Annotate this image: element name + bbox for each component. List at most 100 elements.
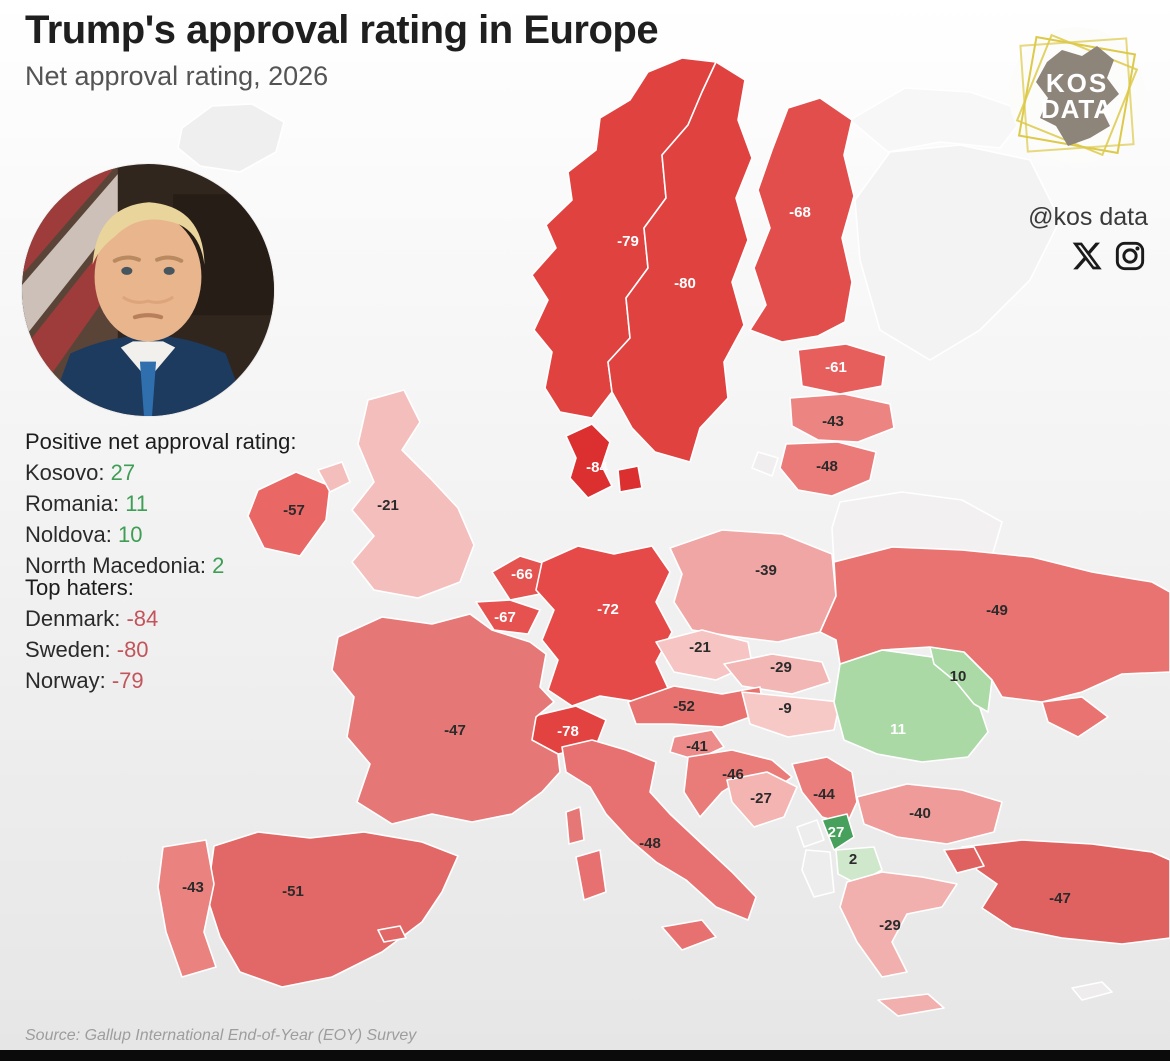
country-shape-serbia — [791, 756, 858, 825]
country-value-label-portugal: -43 — [182, 879, 204, 896]
positive-ratings-heading: Positive net approval rating: — [25, 429, 297, 454]
country-shape-finland — [749, 97, 855, 343]
country-value-label-finland: -68 — [789, 204, 811, 221]
country-value-labels: -79 -80 -68 -84 -61 -43 -48 -57 -21 -66 -67 -72 -39 -… — [182, 204, 1071, 934]
country-shape-poland — [669, 529, 837, 643]
country-shape-bosnia — [726, 771, 798, 828]
positive-value: 10 — [117, 522, 143, 547]
country-shape-turkey — [943, 839, 1170, 945]
hater-value: -79 — [111, 668, 144, 693]
positive-value: 27 — [110, 460, 136, 485]
country-value-label-moldova: 10 — [950, 668, 967, 685]
country-shape-kaliningrad — [751, 451, 779, 477]
bottom-black-bar — [0, 1050, 1170, 1061]
country-value-label-romania: 11 — [890, 721, 906, 738]
country-value-label-germany: -72 — [597, 601, 619, 618]
country-shape-russia-main — [854, 144, 1061, 361]
country-shape-germany — [535, 545, 673, 707]
hater-value: -80 — [116, 637, 149, 662]
positive-rating-line: Romania: 11 — [25, 491, 149, 516]
kosovo-outline-logo — [1036, 46, 1119, 146]
country-value-label-ireland: -57 — [283, 502, 305, 519]
country-value-label-serbia: -44 — [813, 786, 835, 803]
country-shape-uk — [317, 389, 475, 599]
positive-ratings-block: Positive net approval rating: Kosovo: 27… — [25, 426, 297, 581]
country-value-label-slovakia: -29 — [770, 659, 792, 676]
social-icons — [1002, 240, 1152, 272]
x-twitter-icon — [1072, 242, 1102, 270]
top-haters-block: Top haters: Denmark: -84 Sweden: -80 Nor… — [25, 572, 158, 696]
trump-portrait-avatar — [22, 164, 274, 416]
country-shape-portugal — [157, 839, 217, 978]
country-shape-france — [331, 613, 585, 845]
social-handle: @kos data — [1028, 203, 1148, 231]
country-shape-russia-kola — [849, 87, 1029, 153]
positive-rating-line: Kosovo: 27 — [25, 460, 136, 485]
country-shape-bulgaria — [856, 783, 1003, 845]
positive-rating-line: Norrth Macedonia: 2 — [25, 553, 225, 578]
country-value-label-sweden: -80 — [674, 275, 696, 292]
header: Trump's approval rating in Europe Net ap… — [25, 8, 659, 92]
logo-text-data: DATA — [1041, 94, 1113, 124]
country-shape-denmark — [565, 423, 643, 499]
country-shape-romania — [833, 649, 989, 763]
country-shape-lithuania — [779, 441, 877, 497]
country-value-label-czechia: -21 — [689, 639, 711, 656]
trump-portrait-graphic — [22, 164, 274, 416]
country-value-label-uk: -21 — [377, 497, 399, 514]
country-shape-estonia — [797, 343, 887, 395]
country-shape-sweden — [607, 61, 753, 463]
country-shape-greece — [839, 871, 958, 1017]
country-shape-belgium — [475, 599, 541, 635]
country-shape-albania — [801, 849, 835, 898]
country-value-label-north_macedonia: 2 — [849, 851, 857, 868]
country-shape-hungary — [741, 691, 841, 738]
country-value-label-netherlands: -66 — [511, 566, 533, 583]
positive-rating-line: Noldova: 10 — [25, 522, 143, 547]
country-value-label-lithuania: -48 — [816, 458, 838, 475]
country-shape-slovakia — [723, 653, 831, 695]
page-subtitle: Net approval rating, 2026 — [25, 61, 329, 91]
logo-text-kos: KOS — [1046, 68, 1108, 98]
country-shape-iceland — [177, 103, 285, 173]
country-value-label-norway: -79 — [617, 233, 639, 250]
country-value-label-ukraine: -49 — [986, 602, 1008, 619]
country-value-label-austria: -52 — [673, 698, 695, 715]
hater-value: -84 — [126, 606, 159, 631]
branding-block: KOS DATA @kos data — [1002, 20, 1152, 272]
country-value-label-bulgaria: -40 — [909, 805, 931, 822]
hater-line: Denmark: -84 — [25, 606, 159, 631]
kos-data-logo: KOS DATA — [1009, 27, 1145, 163]
country-shape-cyprus — [1071, 981, 1113, 1001]
page-title: Trump's approval rating in Europe — [25, 8, 659, 52]
country-value-label-greece: -29 — [879, 917, 901, 934]
country-value-label-france: -47 — [444, 722, 466, 739]
country-value-label-belgium: -67 — [494, 609, 516, 626]
country-shape-kosovo — [821, 813, 855, 851]
hater-line: Sweden: -80 — [25, 637, 149, 662]
country-value-label-switzerland: -78 — [557, 723, 579, 740]
country-shape-ukraine — [819, 546, 1170, 738]
country-value-label-latvia: -43 — [822, 413, 844, 430]
source-attribution: Source: Gallup International End-of-Year… — [25, 1027, 417, 1044]
country-value-label-spain: -51 — [282, 883, 304, 900]
country-value-label-denmark: -84 — [586, 459, 608, 476]
country-shape-ireland — [247, 471, 331, 557]
positive-value: 2 — [212, 553, 225, 578]
hater-line: Norway: -79 — [25, 668, 144, 693]
top-haters-heading: Top haters: — [25, 575, 134, 600]
country-value-label-bosnia: -27 — [750, 790, 772, 807]
country-value-label-turkey: -47 — [1049, 890, 1071, 907]
country-value-label-italy: -48 — [639, 835, 661, 852]
instagram-icon — [1115, 241, 1145, 271]
country-value-label-hungary: -9 — [778, 700, 791, 717]
country-shape-montenegro — [796, 819, 825, 848]
country-value-label-estonia: -61 — [825, 359, 847, 376]
country-shape-spain — [206, 831, 459, 988]
positive-value: 11 — [125, 491, 149, 516]
country-shape-latvia — [789, 393, 895, 443]
country-value-label-slovenia: -41 — [686, 738, 708, 755]
country-value-label-kosovo: 27 — [828, 824, 845, 841]
